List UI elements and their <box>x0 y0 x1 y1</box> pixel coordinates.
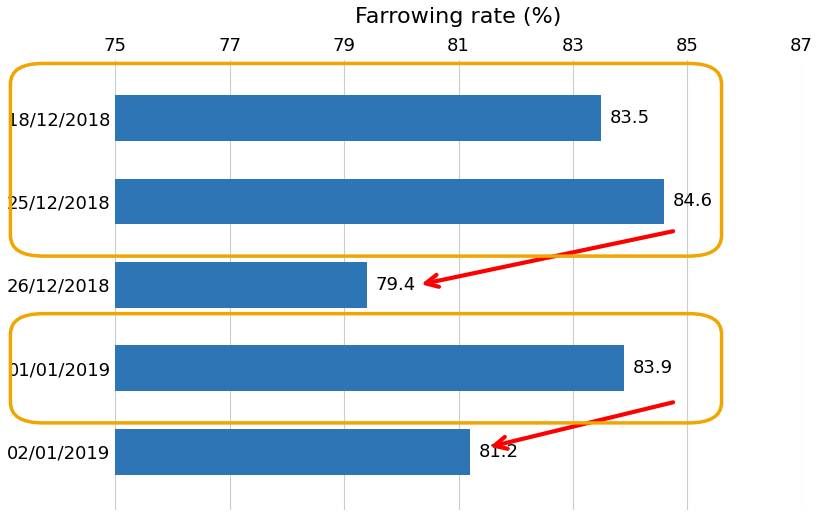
Bar <box>115 95 601 141</box>
Bar <box>115 345 623 391</box>
Title: Farrowing rate (%): Farrowing rate (%) <box>355 7 561 27</box>
Text: 81.2: 81.2 <box>478 443 518 461</box>
Bar <box>115 429 469 475</box>
Text: 79.4: 79.4 <box>375 276 415 294</box>
Text: 83.5: 83.5 <box>609 109 649 127</box>
Text: 83.9: 83.9 <box>632 359 672 377</box>
Bar <box>115 178 663 224</box>
Text: 84.6: 84.6 <box>672 192 712 210</box>
Bar <box>115 262 367 308</box>
